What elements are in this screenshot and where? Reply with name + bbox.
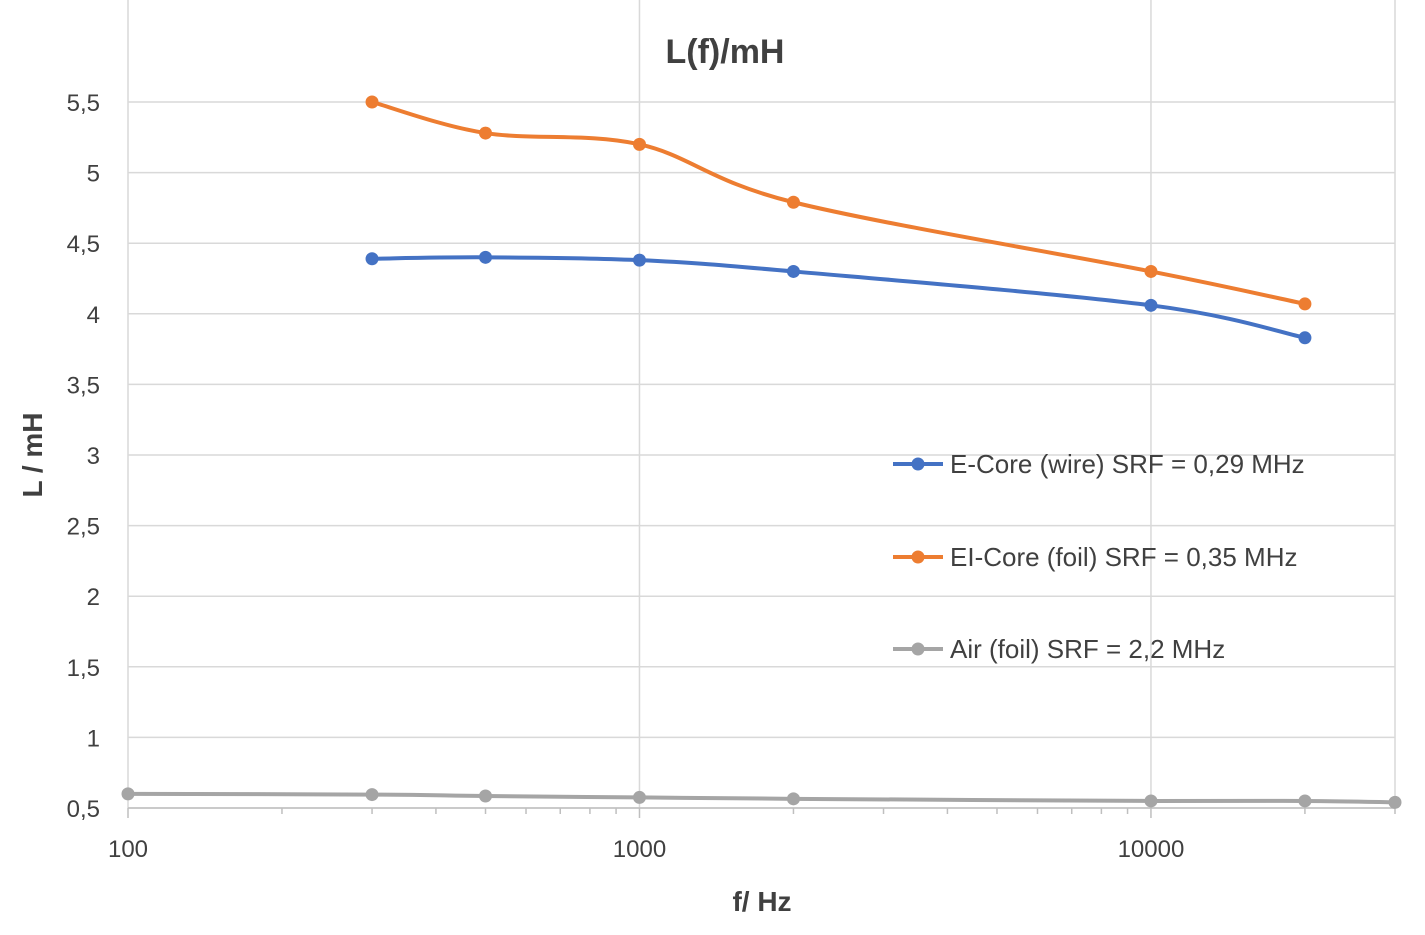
- x-tick-label: 100: [108, 836, 148, 863]
- data-point: [121, 787, 135, 801]
- legend-swatch-marker: [911, 550, 925, 564]
- series-line: [126, 791, 1397, 805]
- data-point: [1388, 795, 1402, 809]
- y-tick-label: 5,5: [67, 90, 100, 117]
- data-point: [1298, 794, 1312, 808]
- legend-entry: E-Core (wire) SRF = 0,29 MHz: [893, 449, 1305, 479]
- data-point: [1144, 794, 1158, 808]
- data-point: [479, 126, 493, 140]
- data-point: [365, 788, 379, 802]
- series-1: [365, 250, 1312, 345]
- data-point: [1298, 331, 1312, 345]
- legend-entry: Air (foil) SRF = 2,2 MHz: [893, 634, 1225, 664]
- legend-label: E-Core (wire) SRF = 0,29 MHz: [950, 449, 1305, 479]
- y-tick-label: 4,5: [67, 231, 100, 258]
- x-tick-label: 10000: [1118, 836, 1185, 863]
- data-point: [1144, 264, 1158, 278]
- series-line: [370, 255, 1307, 340]
- y-tick-label: 4: [87, 302, 100, 329]
- legend-swatch-marker: [911, 457, 925, 471]
- data-point: [1144, 298, 1158, 312]
- data-point: [632, 253, 646, 267]
- data-point: [786, 195, 800, 209]
- series-3: [121, 787, 1402, 809]
- legend: E-Core (wire) SRF = 0,29 MHz EI-Core (foi…: [893, 449, 1305, 664]
- grid: [127, 0, 1396, 809]
- legend-entry: EI-Core (foil) SRF = 0,35 MHz: [893, 542, 1297, 572]
- data-point: [786, 792, 800, 806]
- legend-label: EI-Core (foil) SRF = 0,35 MHz: [950, 542, 1297, 572]
- legend-swatch-marker: [911, 642, 925, 656]
- data-point: [1298, 297, 1312, 311]
- data-point: [632, 790, 646, 804]
- x-tick-label: 1000: [613, 836, 666, 863]
- chart-title: L(f)/mH: [666, 33, 785, 71]
- y-tick-label: 5: [87, 161, 100, 188]
- series-group: [121, 95, 1402, 809]
- data-point: [365, 95, 379, 109]
- series-2: [365, 95, 1312, 311]
- data-point: [365, 252, 379, 266]
- y-tick-label: 1,5: [67, 655, 100, 682]
- y-tick-label: 0,5: [67, 796, 100, 823]
- data-point: [632, 137, 646, 151]
- y-tick-label: 3,5: [67, 372, 100, 399]
- data-point: [479, 789, 493, 803]
- legend-label: Air (foil) SRF = 2,2 MHz: [950, 634, 1225, 664]
- axes: 0,5 1 1,5 2 2,5 3 3,5 4 4,5 5 5,5 100 1000 10000: [67, 90, 1396, 863]
- x-axis-title: f/ Hz: [732, 886, 791, 917]
- y-tick-label: 2,5: [67, 514, 100, 541]
- data-point: [786, 264, 800, 278]
- data-point: [479, 250, 493, 264]
- y-tick-label: 1: [87, 725, 100, 752]
- y-tick-label: 3: [87, 443, 100, 470]
- y-axis-title: L / mH: [17, 412, 48, 497]
- y-tick-label: 2: [87, 584, 100, 611]
